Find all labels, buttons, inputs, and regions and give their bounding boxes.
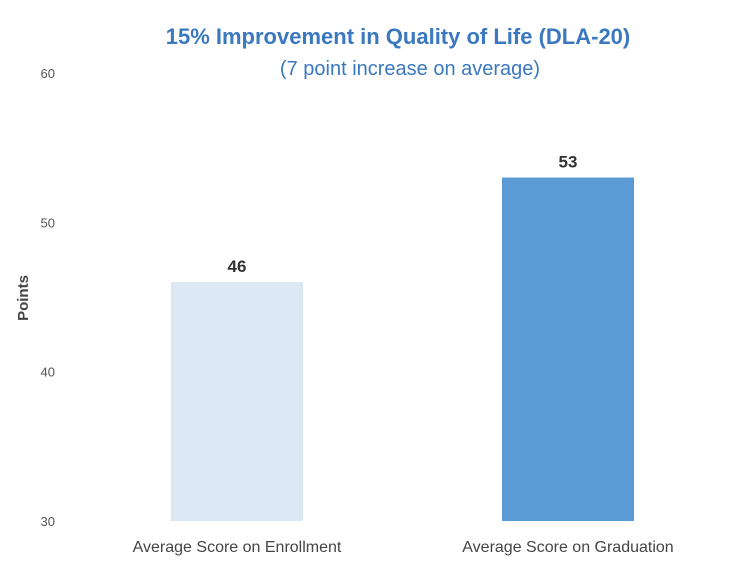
bar-graduation — [502, 177, 634, 522]
y-tick-label: 50 — [41, 215, 55, 230]
y-tick-label: 40 — [41, 365, 55, 380]
y-axis-label: Points — [15, 275, 32, 321]
x-tick-label: Average Score on Enrollment — [133, 539, 342, 556]
bars-group — [171, 177, 634, 522]
data-label: 46 — [228, 257, 247, 276]
x-tick-label: Average Score on Graduation — [462, 539, 673, 556]
chart-subtitle: (7 point increase on average) — [280, 58, 540, 80]
chart-title: 15% Improvement in Quality of Life (DLA-… — [166, 24, 631, 49]
x-axis-ticks: Average Score on Enrollment Average Score… — [133, 539, 674, 556]
bar-enrollment — [171, 282, 303, 521]
y-tick-label: 60 — [41, 66, 55, 81]
y-tick-label: 30 — [41, 514, 55, 529]
data-label: 53 — [559, 153, 578, 172]
y-axis-ticks: 30 40 50 60 — [41, 66, 55, 529]
data-labels-group: 46 53 — [228, 153, 578, 277]
